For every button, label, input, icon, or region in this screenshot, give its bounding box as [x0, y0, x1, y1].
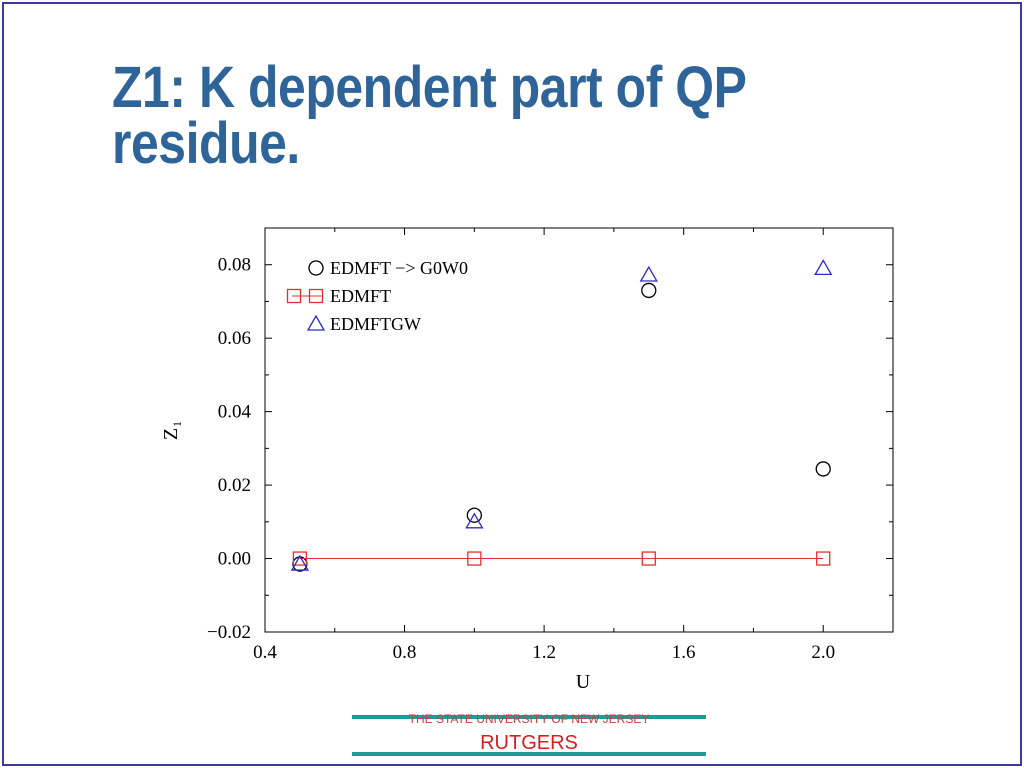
data-point-circle	[815, 461, 831, 477]
x-tick-label: 2.0	[811, 642, 835, 663]
data-point-triangle	[465, 512, 484, 529]
x-tick-label: 0.8	[393, 642, 417, 663]
data-point-square	[641, 551, 656, 566]
footer-top-line	[352, 715, 706, 719]
data-point-square	[292, 551, 308, 566]
legend-marker-circle	[308, 260, 324, 276]
data-point-triangle	[290, 554, 310, 571]
data-point-triangle	[814, 259, 833, 276]
y-axis-label-subscript: 1	[170, 421, 184, 427]
data-point-circle	[466, 507, 482, 523]
data-point-square	[816, 551, 831, 566]
legend-label: EDMFT −> G0W0	[330, 258, 468, 278]
y-tick-label: 0.06	[218, 328, 251, 349]
footer-bottom-line	[352, 752, 706, 756]
chart-plot: 0.4 0.8 1.2 1.6 2.0 −0.02 0.00 0.02 0.04 0.06 0.08…	[160, 227, 894, 693]
data-point-circle	[641, 282, 657, 299]
legend-label: EDMFT	[330, 286, 391, 306]
slide-title: Z1: K dependent part of QP residue.	[112, 55, 817, 176]
legend-marker-triangle	[306, 314, 326, 331]
title-line-2: residue.	[112, 111, 300, 176]
x-axis-label: U	[576, 671, 591, 693]
y-tick-label: 0.02	[218, 475, 251, 496]
plot-frame	[264, 227, 894, 633]
data-point-triangle	[639, 265, 658, 282]
footer-logo-text: RUTGERS	[480, 732, 578, 754]
data-point-square	[467, 551, 482, 566]
y-tick-label: 0.04	[218, 402, 252, 423]
legend-label: EDMFTGW	[330, 314, 421, 334]
y-axis-label: Z	[160, 428, 182, 440]
y-tick-label: 0.00	[218, 549, 251, 570]
x-tick-label: 1.2	[532, 642, 556, 663]
legend-marker-square	[308, 288, 324, 304]
x-tick-label: 1.6	[672, 642, 696, 663]
y-tick-label: 0.08	[218, 255, 251, 276]
title-line-1: Z1: K dependent part of QP	[112, 55, 747, 120]
x-tick-label: 0.4	[253, 642, 277, 663]
legend-marker-square	[286, 288, 302, 304]
footer-subtitle: THE STATE UNIVERSITY OF NEW JERSEY	[408, 712, 650, 726]
y-tick-label: −0.02	[207, 622, 251, 643]
